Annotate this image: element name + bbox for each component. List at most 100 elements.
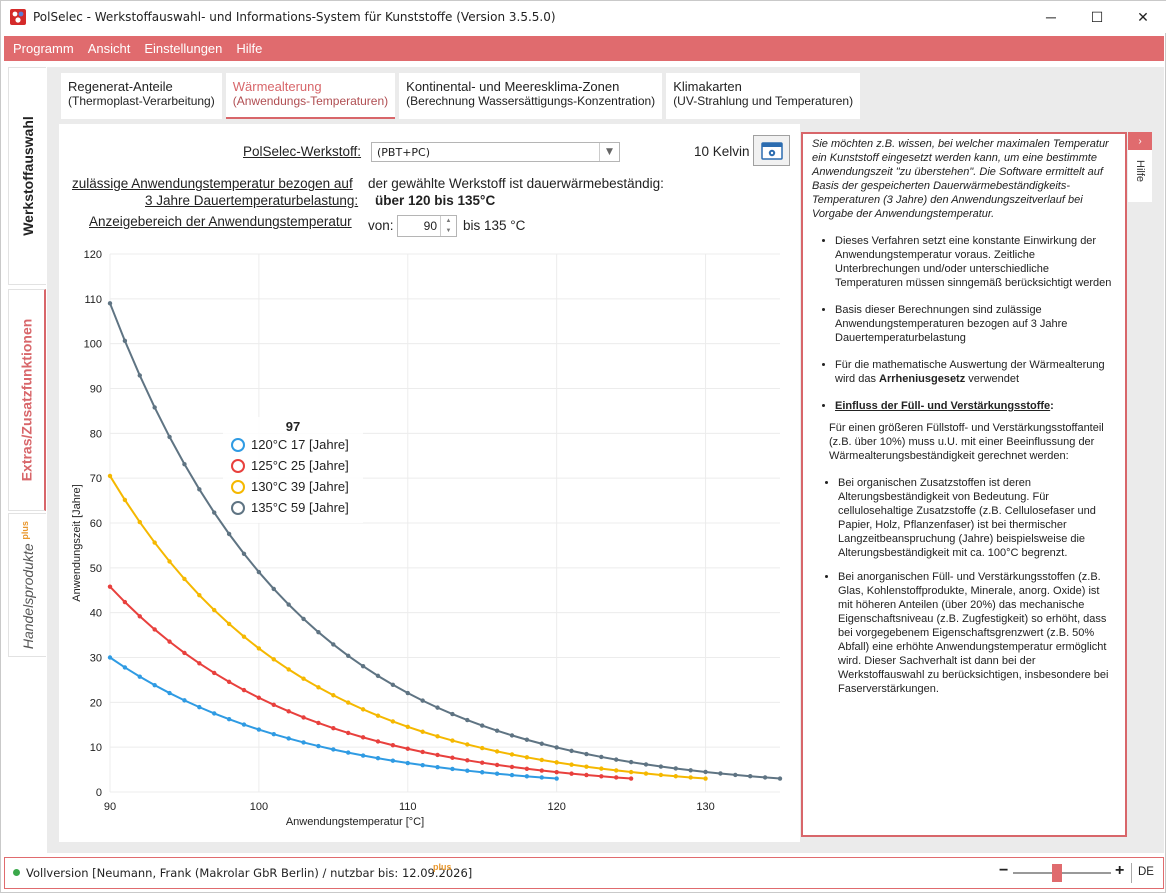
minimize-icon: ─ bbox=[1046, 9, 1056, 25]
series-point bbox=[628, 776, 634, 781]
info-value: über 120 bis 135°C bbox=[375, 193, 496, 208]
series-point bbox=[435, 752, 440, 758]
y-tick-label: 120 bbox=[84, 249, 102, 261]
zoom-in-button[interactable]: + bbox=[1115, 862, 1125, 879]
menu-einstellungen[interactable]: Einstellungen bbox=[144, 41, 223, 56]
series-point bbox=[390, 682, 396, 687]
series-point bbox=[465, 742, 470, 747]
werkstoff-select[interactable]: (PBT+PC) ▼ bbox=[371, 142, 620, 162]
tooltip-unit: [Jahre] bbox=[309, 437, 349, 452]
maximize-button[interactable]: ☐ bbox=[1074, 1, 1120, 33]
series-point bbox=[450, 711, 455, 717]
series-point bbox=[360, 707, 366, 712]
series-point bbox=[122, 599, 128, 605]
tab-subtitle: (Berechnung Wassersättigungs-Konzentrati… bbox=[406, 94, 656, 108]
tooltip-unit: [Jahre] bbox=[309, 479, 349, 494]
help-side-tab[interactable]: › Hilfe bbox=[1128, 132, 1152, 202]
sidebar-item-werkstoffauswahl[interactable]: Werkstoffauswahl bbox=[8, 67, 46, 285]
series-point bbox=[524, 774, 530, 779]
status-bar: Vollversion [Neumann, Frank (Makrolar Gb… bbox=[4, 857, 1164, 889]
series-point bbox=[405, 746, 410, 751]
series-point bbox=[167, 559, 172, 564]
series-point bbox=[256, 569, 262, 575]
series-point bbox=[405, 690, 410, 696]
from-label: von: bbox=[368, 218, 394, 233]
stepper-up-icon[interactable]: ▲ bbox=[440, 216, 456, 226]
tab-klimakarten[interactable]: Klimakarten (UV-Strahlung und Temperatur… bbox=[666, 73, 861, 119]
series-point bbox=[197, 487, 202, 492]
settings-window-icon bbox=[760, 141, 783, 160]
series-point bbox=[137, 674, 142, 679]
tab-bar: Regenerat-Anteile (Thermoplast-Verarbeit… bbox=[61, 73, 864, 121]
y-tick-label: 10 bbox=[90, 742, 102, 754]
series-point bbox=[152, 627, 157, 632]
range-label: Anzeigebereich der Anwendungstemperatur bbox=[89, 214, 352, 229]
close-button[interactable]: ✕ bbox=[1120, 1, 1166, 33]
sidebar-item-handelsprodukte[interactable]: Handelsprodukte plus bbox=[8, 513, 46, 657]
series-line bbox=[109, 656, 557, 780]
series-point bbox=[643, 771, 649, 776]
series-point bbox=[539, 775, 544, 780]
series-marker-icon bbox=[231, 479, 245, 494]
close-icon: ✕ bbox=[1137, 8, 1149, 25]
series-point bbox=[390, 743, 396, 748]
zoom-out-button[interactable]: − bbox=[999, 862, 1009, 879]
kelvin-settings-button[interactable] bbox=[753, 135, 790, 166]
series-marker-icon bbox=[231, 437, 245, 452]
series-point bbox=[122, 497, 128, 503]
help-text: Für die mathematische Auswertung der Wär… bbox=[835, 359, 1105, 385]
tooltip-value: 39 bbox=[290, 479, 306, 494]
series-point bbox=[599, 754, 604, 760]
aging-chart[interactable]: 0 10 20 30 40 50 60 70 80 90 100 110 120 90 100 110 120 1… bbox=[68, 242, 792, 834]
series-point bbox=[688, 775, 693, 780]
series-point bbox=[688, 768, 693, 773]
series-point bbox=[152, 682, 157, 688]
info-text: der gewählte Werkstoff ist dauerwärmebes… bbox=[368, 176, 664, 191]
stepper-down-icon[interactable]: ▼ bbox=[440, 226, 456, 236]
tab-title: Klimakarten bbox=[673, 79, 742, 94]
sidebar-item-extras[interactable]: Extras/Zusatzfunktionen bbox=[8, 289, 46, 511]
series-point bbox=[271, 702, 276, 708]
series-point bbox=[450, 738, 455, 743]
chevron-right-icon[interactable]: › bbox=[1128, 132, 1152, 150]
series-point bbox=[122, 338, 128, 344]
tooltip-entry: 135°C 59 [Jahre] bbox=[231, 500, 349, 515]
series-point bbox=[375, 756, 381, 761]
series-point bbox=[673, 766, 678, 771]
help-sublist: Bei organischen Zusatzstoffen ist deren … bbox=[838, 476, 1116, 696]
menu-programm[interactable]: Programm bbox=[13, 41, 74, 56]
series-point bbox=[331, 747, 336, 752]
y-tick-label: 70 bbox=[90, 473, 102, 485]
menu-hilfe[interactable]: Hilfe bbox=[236, 41, 263, 56]
series-point bbox=[316, 685, 321, 690]
zoom-slider-thumb[interactable] bbox=[1052, 864, 1063, 882]
series-point bbox=[241, 551, 247, 556]
series-point bbox=[107, 584, 113, 589]
series-point bbox=[628, 759, 634, 765]
plus-badge: plus bbox=[19, 520, 30, 540]
series-point bbox=[509, 764, 515, 770]
series-point bbox=[301, 715, 306, 720]
sidebar-item-label: Extras/Zusatzfunktionen bbox=[18, 318, 35, 482]
series-point bbox=[182, 576, 187, 582]
tab-klima-zonen[interactable]: Kontinental- und Meeresklima-Zonen (Bere… bbox=[399, 73, 663, 119]
temp-label-line1: zulässige Anwendungstemperatur bezogen a… bbox=[72, 176, 353, 191]
series-point bbox=[465, 768, 470, 773]
series-point bbox=[509, 772, 515, 778]
y-tick-label: 100 bbox=[84, 339, 102, 351]
language-label[interactable]: DE bbox=[1138, 866, 1154, 878]
series-point bbox=[554, 776, 559, 781]
series-point bbox=[509, 733, 515, 738]
minimize-button[interactable]: ─ bbox=[1028, 1, 1074, 33]
series-point bbox=[569, 771, 574, 776]
sidebar-item-label: Werkstoffauswahl bbox=[19, 116, 36, 236]
series-point bbox=[494, 771, 500, 776]
series-point bbox=[405, 724, 410, 729]
from-temperature-stepper[interactable]: 90 ▲ ▼ bbox=[397, 215, 457, 237]
tooltip-value: 59 bbox=[290, 500, 306, 515]
menu-ansicht[interactable]: Ansicht bbox=[87, 41, 131, 56]
zoom-slider[interactable] bbox=[1013, 864, 1111, 882]
tab-regenerat[interactable]: Regenerat-Anteile (Thermoplast-Verarbeit… bbox=[61, 73, 222, 119]
tab-waermealterung[interactable]: Wärmealterung (Anwendungs-Temperaturen) bbox=[225, 73, 396, 119]
